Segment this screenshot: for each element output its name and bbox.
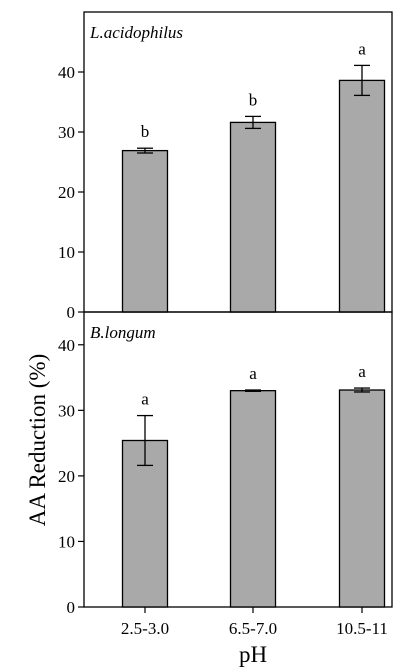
x-tick-label: 2.5-3.0 — [121, 619, 169, 638]
panel-l-acidophilus: 0 10 20 30 40 L.acidophilus b b a — [58, 11, 393, 322]
bar — [338, 79, 386, 313]
bar — [121, 149, 169, 313]
significance-letter: b — [141, 122, 150, 141]
y-tick-label: 20 — [58, 183, 75, 202]
y-tick-label: 40 — [58, 336, 75, 355]
x-tick-label: 10.5-11 — [336, 619, 388, 638]
bar — [338, 389, 386, 608]
y-tick-label: 40 — [58, 63, 75, 82]
panel-b-longum: 0 10 20 30 40 B.longum a a a — [58, 311, 393, 617]
significance-letter: a — [141, 390, 149, 409]
y-tick-label: 20 — [58, 467, 75, 486]
significance-letter: a — [358, 362, 366, 381]
significance-letter: a — [249, 364, 257, 383]
y-tick-label: 30 — [58, 401, 75, 420]
y-tick-label: 0 — [67, 598, 76, 617]
y-tick-label: 10 — [58, 532, 75, 551]
bar — [121, 439, 169, 608]
x-tick-label: 6.5-7.0 — [229, 619, 277, 638]
x-axis-ticks: 2.5-3.0 6.5-7.0 10.5-11 — [121, 607, 388, 638]
bar — [229, 390, 277, 608]
y-tick-label: 10 — [58, 243, 75, 262]
y-axis-label: AA Reduction (%) — [25, 354, 50, 526]
significance-letter: b — [249, 90, 258, 109]
bar — [229, 121, 277, 313]
panel-title: B.longum — [90, 323, 156, 342]
panel-title: L.acidophilus — [89, 23, 183, 42]
y-tick-label: 0 — [67, 303, 76, 322]
significance-letter: a — [358, 39, 366, 58]
x-axis-label: pH — [239, 642, 267, 667]
y-tick-label: 30 — [58, 123, 75, 142]
